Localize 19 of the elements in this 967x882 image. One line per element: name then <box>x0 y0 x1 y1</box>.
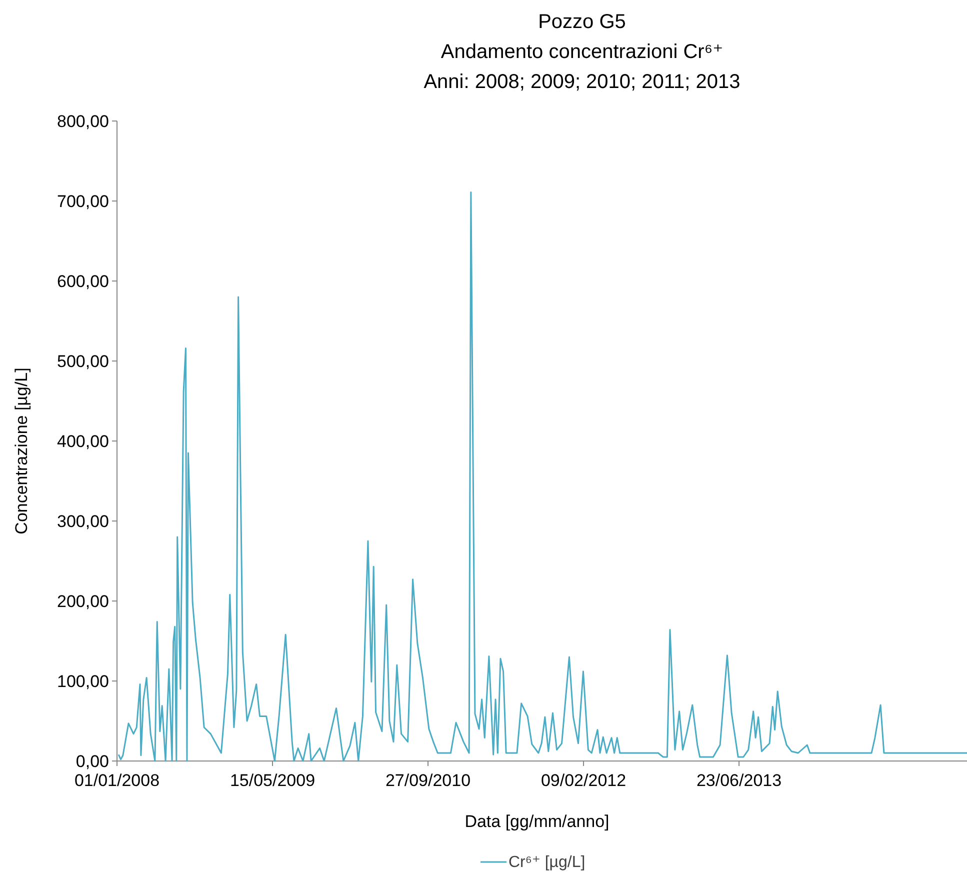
chart-title: Pozzo G5 <box>538 11 626 33</box>
y-tick-label: 400,00 <box>57 432 109 451</box>
y-tick-label: 600,00 <box>57 272 109 291</box>
y-tick-label: 0,00 <box>76 752 109 771</box>
y-tick-label: 700,00 <box>57 192 109 211</box>
x-tick-label: 01/01/2008 <box>74 771 160 790</box>
legend-label: Cr⁶⁺ [µg/L] <box>508 854 586 871</box>
y-tick-label: 800,00 <box>57 112 109 131</box>
chart-subtitle: Andamento concentrazioni Cr⁶⁺ Anni: 2008; 2009; 2010; 2011; 2013 <box>424 41 740 93</box>
y-tick-label: 200,00 <box>57 592 109 611</box>
y-tick-label: 300,00 <box>57 512 109 531</box>
x-tick-label: 15/05/2009 <box>230 771 316 790</box>
y-axis-title: Concentrazione [µg/L] <box>12 368 31 534</box>
x-tick-label: 23/06/2013 <box>696 771 782 790</box>
x-tick-label: 27/09/2010 <box>385 771 471 790</box>
x-tick-label: 09/02/2012 <box>540 771 626 790</box>
x-axis-title: Data [gg/mm/anno] <box>464 812 610 831</box>
y-tick-label: 500,00 <box>57 352 109 371</box>
y-tick-label: 100,00 <box>57 672 109 691</box>
